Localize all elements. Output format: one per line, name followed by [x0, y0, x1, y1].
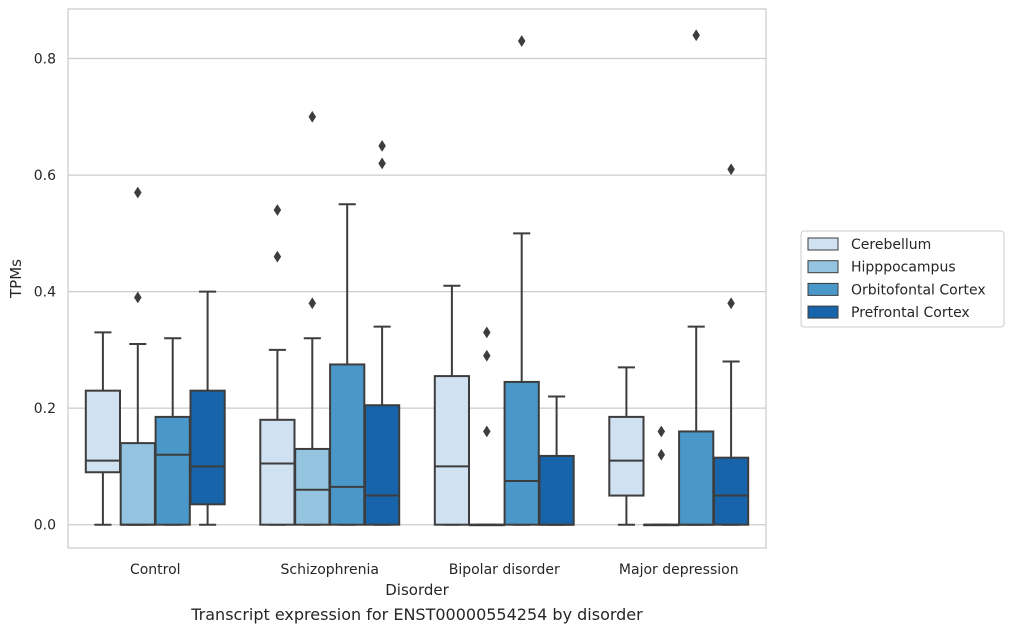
y-tick-label: 0.0 — [34, 518, 56, 534]
box-group — [608, 366, 645, 526]
outlier-point — [483, 326, 491, 339]
x-axis-ticks: Control Schizophrenia Bipolar disorder Majo… — [130, 562, 739, 578]
box — [712, 456, 750, 526]
box-group — [468, 326, 505, 527]
series-orbitofontal-cortex — [154, 29, 715, 526]
legend-item: Orbitofontal Cortex — [807, 282, 986, 298]
box — [294, 447, 331, 526]
outlier-point — [727, 297, 735, 310]
outlier-point — [273, 204, 282, 216]
box-group — [294, 110, 331, 526]
outlier-point — [134, 186, 142, 199]
chart-caption: Transcript expression for ENST0000055425… — [191, 605, 643, 624]
box — [503, 380, 540, 526]
box-group — [154, 337, 191, 526]
box — [608, 415, 645, 497]
box — [678, 430, 715, 526]
legend-label: Cerebellum — [851, 237, 931, 253]
legend-label: Orbitofontal Cortex — [851, 282, 986, 298]
box-group — [503, 35, 540, 526]
box-group — [329, 203, 366, 526]
x-tick-label: Bipolar disorder — [449, 562, 560, 578]
outlier-point — [273, 250, 282, 263]
box — [189, 389, 226, 506]
box-group — [189, 290, 226, 526]
outlier-point — [308, 297, 317, 310]
plot-frame — [67, 8, 767, 549]
box — [84, 389, 122, 474]
x-tick-label: Control — [130, 562, 181, 578]
box — [538, 454, 575, 526]
series-cerebellum — [84, 204, 645, 526]
box — [329, 363, 366, 526]
box-group — [433, 284, 471, 526]
box-group — [259, 204, 296, 526]
outlier-point — [483, 425, 491, 438]
y-tick-label: 0.2 — [34, 401, 56, 417]
legend-label: Prefrontal Cortex — [851, 305, 970, 321]
outlier-point — [657, 425, 666, 438]
legend-item: Hipppocampus — [807, 260, 956, 276]
outlier-point — [378, 139, 386, 152]
legend-swatch — [807, 305, 839, 319]
y-tick-label: 0.8 — [34, 52, 56, 68]
series-hipppocampus — [119, 110, 680, 527]
outlier-point — [657, 448, 666, 461]
outlier-point — [692, 29, 700, 42]
box — [119, 442, 156, 526]
box — [259, 418, 296, 526]
series-prefrontal-cortex — [189, 139, 750, 526]
box-group — [84, 331, 122, 526]
box-group — [643, 425, 680, 527]
box-series — [84, 29, 750, 527]
legend: Cerebellum Hipppocampus Orbitofontal Corte… — [800, 230, 1005, 328]
x-axis-label: Disorder — [385, 581, 449, 599]
box-group — [119, 186, 156, 526]
outlier-point — [378, 157, 386, 170]
box-group — [712, 163, 750, 526]
y-axis-ticks: 0.0 0.2 0.4 0.6 0.8 — [34, 52, 56, 534]
legend-label: Hipppocampus — [851, 260, 956, 276]
legend-swatch — [807, 237, 839, 251]
legend-item: Prefrontal Cortex — [807, 305, 970, 321]
y-tick-label: 0.4 — [34, 285, 56, 301]
legend-swatch — [807, 260, 839, 274]
outlier-point — [727, 163, 735, 176]
outlier-point — [134, 291, 142, 304]
outlier-point — [517, 35, 526, 48]
legend-frame — [800, 230, 1005, 328]
box — [154, 415, 191, 526]
legend-item: Cerebellum — [807, 237, 931, 253]
x-tick-label: Schizophrenia — [281, 562, 379, 578]
outlier-point — [483, 349, 491, 362]
y-tick-label: 0.6 — [34, 168, 56, 184]
box-group — [363, 139, 401, 526]
outlier-point — [308, 110, 317, 123]
box-group — [678, 29, 715, 526]
box — [363, 404, 401, 526]
box-group — [538, 395, 575, 526]
legend-swatch — [807, 282, 839, 296]
y-axis-label: TPMs — [7, 259, 25, 299]
box — [433, 375, 471, 526]
x-tick-label: Major depression — [619, 562, 739, 578]
